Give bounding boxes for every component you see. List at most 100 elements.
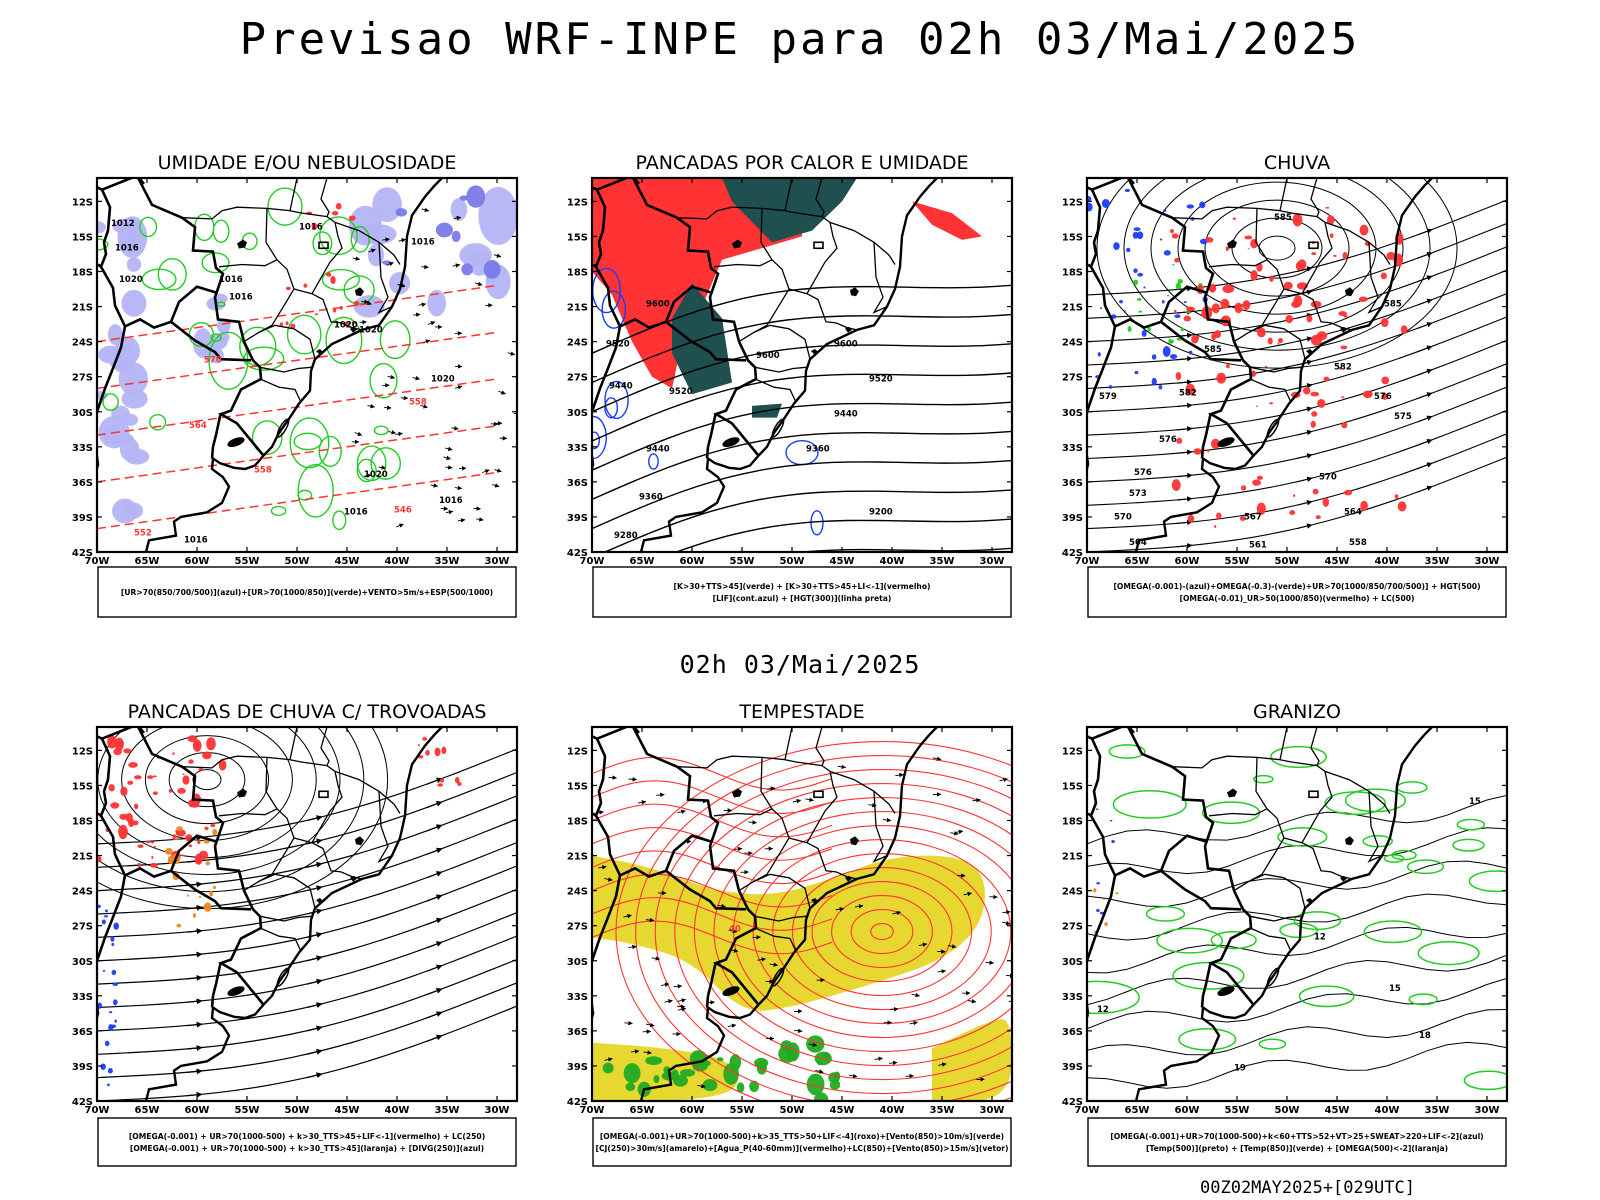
legend-box [592, 1117, 1012, 1167]
x-tick-label: 50W [780, 556, 805, 567]
contour-label: 9360 [639, 492, 663, 502]
y-tick-label: 27S [72, 922, 93, 933]
contour-label: 576 [1374, 392, 1392, 402]
legend-line: [LIF](cont.azul) + [HGT(300)](linha pret… [713, 594, 892, 603]
y-tick-label: 39S [1062, 513, 1083, 524]
y-tick-label: 15S [72, 781, 93, 792]
y-tick-label: 21S [72, 303, 93, 314]
y-tick-label: 27S [1062, 373, 1083, 384]
contour-label: 576 [1134, 468, 1152, 478]
contour-label: 1016 [411, 238, 435, 248]
y-tick-label: 36S [1062, 1027, 1083, 1038]
panel-pancadas_calor: 9600 9520 9600 9600 9520 9440 9520 9440 9440 9360… [567, 152, 1014, 618]
contour-label: 18 [1419, 1031, 1431, 1041]
y-tick-label: 42S [567, 1097, 588, 1108]
y-tick-label: 15S [567, 781, 588, 792]
contour-label: 15 [1389, 984, 1401, 994]
y-tick-label: 18S [1062, 817, 1083, 828]
y-tick-label: 33S [72, 992, 93, 1003]
x-tick-label: 40W [1375, 1105, 1400, 1116]
map-field-pancadas_calor: 9600 9520 9600 9600 9520 9440 9520 9440 9440 9360… [592, 178, 1012, 552]
y-tick-label: 12S [72, 197, 93, 208]
contour-label: 9360 [806, 444, 830, 454]
x-tick-label: 35W [930, 556, 955, 567]
x-tick-label: 50W [285, 1105, 310, 1116]
contour-label: 9520 [606, 339, 630, 349]
contour-label: 1016 [344, 508, 368, 518]
contour-label: 1020 [359, 325, 383, 335]
y-tick-label: 36S [72, 1027, 93, 1038]
y-tick-label: 27S [72, 373, 93, 384]
x-tick-label: 60W [185, 556, 210, 567]
y-tick-label: 21S [1062, 852, 1083, 863]
contour-label: 15 [1469, 797, 1481, 807]
x-tick-label: 65W [630, 556, 655, 567]
legend-line: [OMEGA(-0.001) + UR>70(1000-500) + k>30_… [130, 1144, 484, 1153]
x-tick-label: 70W [1075, 1105, 1100, 1116]
contour-label: 558 [409, 398, 427, 408]
y-tick-label: 12S [72, 746, 93, 757]
y-tick-label: 36S [567, 478, 588, 489]
y-tick-label: 15S [1062, 232, 1083, 243]
run-info-footer: 00Z02MAY2025+[029UTC] [1200, 1178, 1415, 1198]
x-tick-label: 45W [1325, 556, 1350, 567]
x-tick-label: 30W [485, 556, 510, 567]
y-tick-label: 27S [567, 922, 588, 933]
contour-label: 1020 [334, 321, 358, 331]
y-tick-label: 24S [567, 338, 588, 349]
contour-label: 1016 [184, 536, 208, 546]
x-tick-label: 30W [485, 1105, 510, 1116]
contour-label: 9440 [834, 409, 858, 419]
map-frame [590, 725, 1014, 1103]
panel-title: PANCADAS DE CHUVA C/ TROVOADAS [128, 701, 487, 723]
contour-label: 567 [1244, 512, 1262, 522]
forecast-time-label: 02h 03/Mai/2025 [679, 650, 921, 679]
y-tick-label: 18S [1062, 268, 1083, 279]
y-tick-label: 39S [567, 1062, 588, 1073]
main-title: Previsao WRF-INPE para 02h 03/Mai/2025 [239, 14, 1361, 65]
x-tick-label: 65W [1125, 1105, 1150, 1116]
contour-label: 9440 [609, 381, 633, 391]
legend-line: [OMEGA(-0.01)_UR>50(1000/850)(vermelho) … [1180, 594, 1415, 603]
contour-label: 9600 [834, 339, 858, 349]
x-tick-label: 30W [1475, 1105, 1500, 1116]
contour-label: 19 [1234, 1064, 1246, 1074]
contour-label: 570 [1319, 473, 1337, 483]
contour-label: 575 [1394, 412, 1412, 422]
x-tick-label: 35W [930, 1105, 955, 1116]
contour-label: 570 [1114, 512, 1132, 522]
y-tick-label: 33S [1062, 443, 1083, 454]
legend-box [592, 566, 1012, 618]
contour-label: 582 [1334, 363, 1352, 373]
x-tick-label: 60W [680, 556, 705, 567]
y-tick-label: 42S [1062, 1097, 1083, 1108]
contour-label: 558 [1349, 538, 1367, 548]
y-tick-label: 42S [567, 548, 588, 559]
x-tick-label: 55W [730, 556, 755, 567]
x-tick-label: 45W [830, 1105, 855, 1116]
x-tick-label: 45W [335, 1105, 360, 1116]
x-tick-label: 70W [85, 1105, 110, 1116]
y-tick-label: 18S [567, 268, 588, 279]
y-tick-label: 21S [1062, 303, 1083, 314]
y-tick-label: 33S [72, 443, 93, 454]
y-tick-label: 39S [567, 513, 588, 524]
y-tick-label: 36S [567, 1027, 588, 1038]
x-tick-label: 70W [580, 556, 605, 567]
contour-label: 1020 [364, 470, 388, 480]
contour-label: 1016 [229, 293, 253, 303]
x-tick-label: 50W [1275, 1105, 1300, 1116]
x-tick-label: 30W [1475, 556, 1500, 567]
contour-label: 9280 [614, 531, 638, 541]
contour-label: 1016 [299, 222, 323, 232]
contour-label: 1020 [431, 374, 455, 384]
x-tick-label: 50W [780, 1105, 805, 1116]
contour-label: 546 [394, 505, 412, 515]
y-tick-label: 36S [72, 478, 93, 489]
x-tick-label: 35W [1425, 556, 1450, 567]
x-tick-label: 65W [135, 556, 160, 567]
x-tick-label: 35W [1425, 1105, 1450, 1116]
panel-title: UMIDADE E/OU NEBULOSIDADE [158, 152, 457, 174]
